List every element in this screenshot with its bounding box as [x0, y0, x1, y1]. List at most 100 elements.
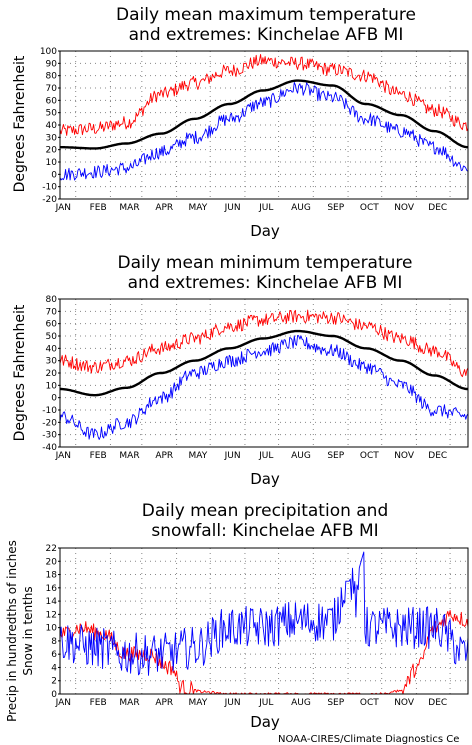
- x-tick-label: JUL: [258, 451, 273, 461]
- x-tick-label: JUN: [224, 203, 241, 213]
- chart-title: Daily mean minimum temperature: [118, 253, 413, 273]
- series-line-mean: [59, 329, 469, 397]
- y-tick-label: 0: [51, 690, 57, 700]
- chart-subtitle: and extremes: Kinchelae AFB MI: [129, 25, 404, 45]
- series-line-max_extreme: [59, 54, 469, 136]
- y-tick-label: 100: [40, 47, 57, 57]
- x-tick-label: APR: [155, 451, 173, 461]
- x-tick-label: MAY: [189, 203, 208, 213]
- x-tick-label: DEC: [428, 698, 447, 708]
- x-tick-label: JAN: [55, 451, 71, 461]
- y-tick-label: -20: [42, 195, 57, 205]
- y-tick-label: -10: [42, 183, 57, 193]
- x-tick-label: AUG: [291, 698, 311, 708]
- x-tick-label: APR: [155, 698, 173, 708]
- x-tick-label: OCT: [360, 451, 379, 461]
- plot-frame: [59, 50, 469, 200]
- y-tick-label: 6: [51, 650, 57, 660]
- y-tick-label: 30: [46, 133, 58, 143]
- x-tick-label: NOV: [394, 698, 415, 708]
- x-tick-label: FEB: [90, 698, 107, 708]
- credit-text: NOAA-CIRES/Climate Diagnostics Ce: [278, 734, 459, 745]
- plot-frame: [59, 547, 469, 695]
- y-tick-label: -20: [42, 418, 57, 428]
- x-tick-label: JUL: [258, 698, 273, 708]
- x-tick-label: SEP: [327, 698, 344, 708]
- y-tick-label: 20: [46, 369, 58, 379]
- x-tick-label: FEB: [90, 451, 107, 461]
- x-tick-label: OCT: [360, 203, 379, 213]
- x-tick-label: JUN: [224, 698, 241, 708]
- x-tick-label: MAY: [189, 451, 208, 461]
- x-tick-label: MAY: [189, 698, 208, 708]
- y-tick-label: 20: [46, 557, 58, 567]
- x-tick-label: AUG: [291, 203, 311, 213]
- min-temp-chart: Daily mean minimum temperature and extre…: [12, 253, 469, 488]
- series-line-max_extreme: [59, 309, 469, 378]
- series-line-snow: [59, 609, 469, 695]
- y-tick-label: 12: [46, 610, 57, 620]
- y-tick-label: 30: [46, 357, 58, 367]
- y-tick-label: 50: [46, 109, 58, 119]
- x-tick-label: JAN: [55, 698, 71, 708]
- y-tick-label: 70: [46, 84, 58, 94]
- x-tick-label: APR: [155, 203, 173, 213]
- y-tick-label: 50: [46, 332, 58, 342]
- x-tick-label: NOV: [394, 451, 415, 461]
- gridlines: [60, 50, 468, 200]
- gridlines: [60, 547, 468, 695]
- x-tick-label: DEC: [428, 451, 447, 461]
- y-tick-label: -40: [42, 443, 57, 453]
- y-axis-label: Degrees Fahrenheit: [12, 304, 28, 441]
- x-tick-label: JUL: [258, 203, 273, 213]
- y-tick-label: 16: [46, 584, 58, 594]
- y-tick-label: 18: [46, 571, 58, 581]
- y-tick-label: -10: [42, 406, 57, 416]
- y-axis-label: Degrees Fahrenheit: [12, 55, 28, 192]
- y-tick-label: 8: [51, 637, 57, 647]
- x-tick-label: NOV: [394, 203, 415, 213]
- x-tick-label: JUN: [224, 451, 241, 461]
- y-tick-label: 80: [46, 295, 58, 305]
- y-tick-label: 2: [51, 677, 57, 687]
- y-tick-label: 10: [46, 381, 58, 391]
- y-tick-label: 10: [46, 624, 58, 634]
- y-tick-label: 20: [46, 146, 58, 156]
- chart-title: Daily mean precipitation and: [142, 501, 389, 521]
- series-line-min_extreme: [59, 81, 469, 181]
- chart-subtitle: and extremes: Kinchelae AFB MI: [128, 273, 403, 293]
- x-axis-label: Day: [250, 713, 280, 731]
- precip-chart: Daily mean precipitation and snowfall: K…: [5, 501, 469, 731]
- x-tick-label: AUG: [291, 451, 311, 461]
- y-tick-label: 60: [46, 320, 58, 330]
- y-tick-label: 40: [46, 344, 58, 354]
- y-tick-label: 80: [46, 72, 58, 82]
- y-tick-label: 60: [46, 96, 58, 106]
- y-tick-label: 4: [51, 663, 57, 673]
- x-axis-label: Day: [250, 222, 280, 240]
- x-tick-label: MAR: [119, 451, 139, 461]
- series-line-precip: [59, 551, 469, 676]
- y-tick-label: 22: [46, 544, 57, 554]
- y-tick-label: 0: [51, 170, 57, 180]
- x-tick-label: MAR: [119, 203, 139, 213]
- x-tick-label: MAR: [119, 698, 139, 708]
- x-tick-label: SEP: [327, 203, 344, 213]
- x-tick-label: FEB: [90, 203, 107, 213]
- x-axis-label: Day: [250, 470, 280, 488]
- x-tick-label: DEC: [428, 203, 447, 213]
- x-tick-label: OCT: [360, 698, 379, 708]
- y-tick-label: 40: [46, 121, 58, 131]
- chart-title: Daily mean maximum temperature: [116, 5, 416, 25]
- y-tick-label: 0: [51, 394, 57, 404]
- chart-subtitle: snowfall: Kinchelae AFB MI: [151, 521, 378, 541]
- y-tick-label: 70: [46, 307, 58, 317]
- max-temp-chart: Daily mean maximum temperature and extre…: [12, 5, 469, 240]
- y-axis-label: Precip in hundredths of inches: [5, 540, 19, 722]
- y-tick-label: 14: [46, 597, 58, 607]
- y-tick-label: 10: [46, 158, 58, 168]
- y-tick-label: -30: [42, 431, 57, 441]
- series-line-mean: [59, 79, 469, 150]
- y-tick-label: 90: [46, 59, 58, 69]
